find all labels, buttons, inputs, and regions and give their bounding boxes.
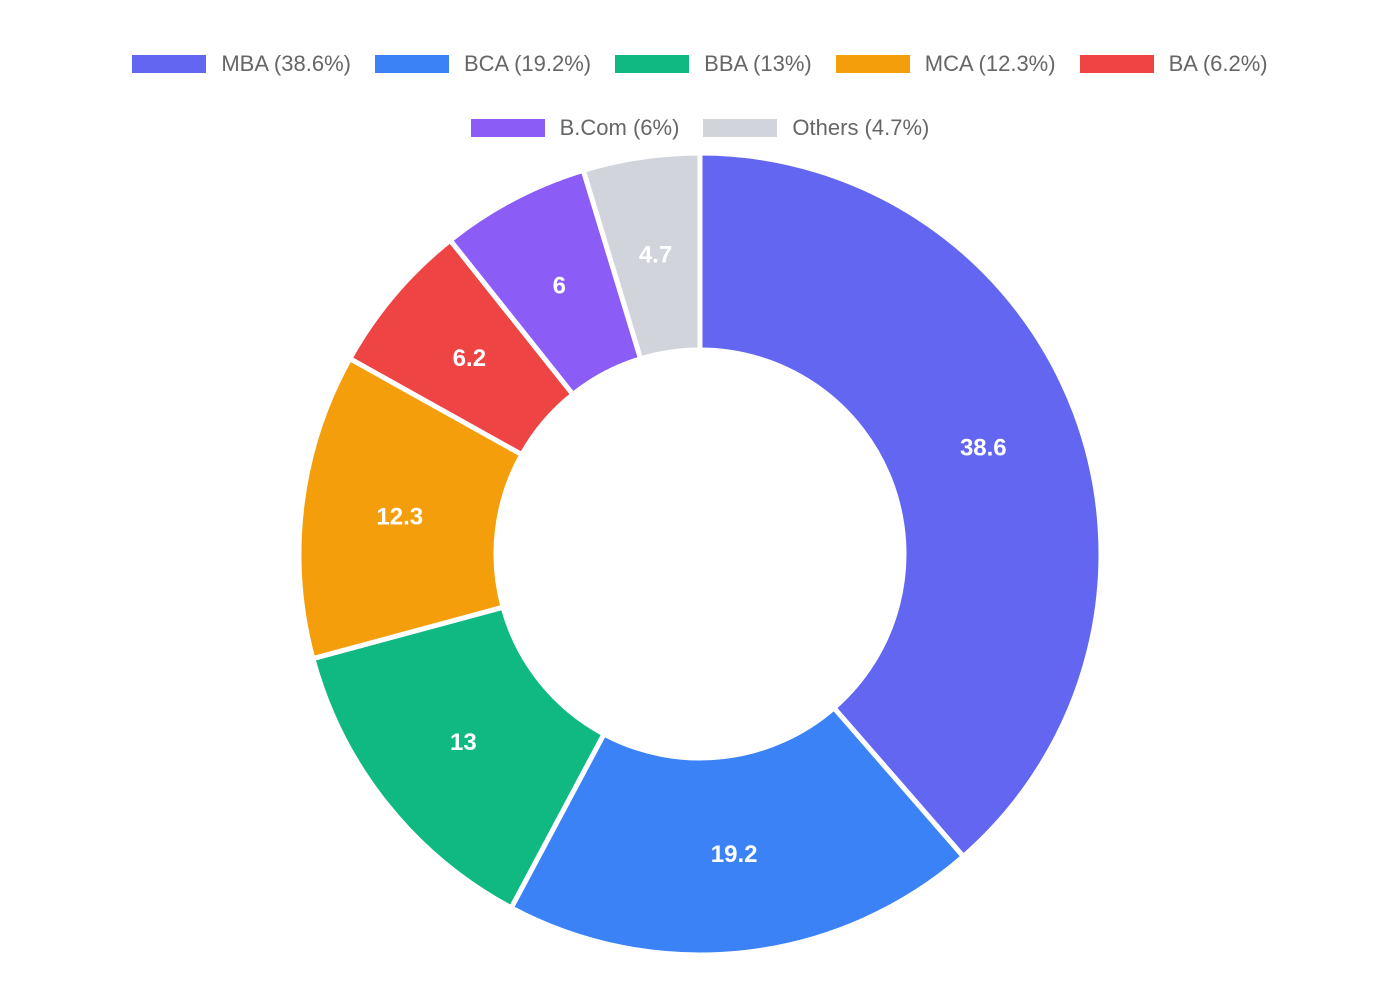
slice-bca[interactable] [507,704,967,958]
legend-label: MBA (38.6%) [221,51,351,76]
slice-value-label: 13 [450,729,477,756]
legend-item-mba[interactable]: MBA (38.6%) [132,52,351,76]
slice-value-label: 6 [553,273,566,300]
legend-item-others[interactable]: Others (4.7%) [703,116,929,140]
legend-label: BCA (19.2%) [463,51,592,76]
slice-value-label: 12.3 [376,504,423,531]
slice-mca[interactable] [296,355,526,662]
legend-swatch [835,55,910,73]
legend-swatch [703,119,778,137]
chart-legend: MBA (38.6%) BCA (19.2%) BBA (13%) MCA (12.3… [0,52,1400,140]
legend-swatch [470,119,545,137]
slice-value-label: 6.2 [453,345,486,372]
legend-swatch [615,55,690,73]
legend-item-bca[interactable]: BCA (19.2%) [374,51,592,76]
slice-mba[interactable] [697,150,1104,860]
legend-label: MCA (12.3%) [924,51,1056,76]
legend-item-b-com[interactable]: B.Com (6%) [470,115,680,140]
slice-others[interactable] [580,150,703,362]
legend-swatch [132,55,207,73]
slice-value-label: 4.7 [639,241,672,268]
legend-item-ba[interactable]: BA (6.2%) [1079,51,1268,76]
slice-bba[interactable] [309,604,608,912]
legend-swatch [374,55,449,73]
slice-value-label: 38.6 [960,434,1007,461]
legend-label: B.Com (6%) [559,115,680,140]
legend-label: BA (6.2%) [1168,51,1268,76]
legend-label: BBA (13%) [704,51,812,76]
legend-item-mca[interactable]: MCA (12.3%) [835,51,1056,76]
legend-swatch [1079,55,1154,73]
legend-item-bba[interactable]: BBA (13%) [615,52,812,76]
legend-label: Others (4.7%) [792,115,930,140]
slice-value-label: 19.2 [711,841,758,868]
